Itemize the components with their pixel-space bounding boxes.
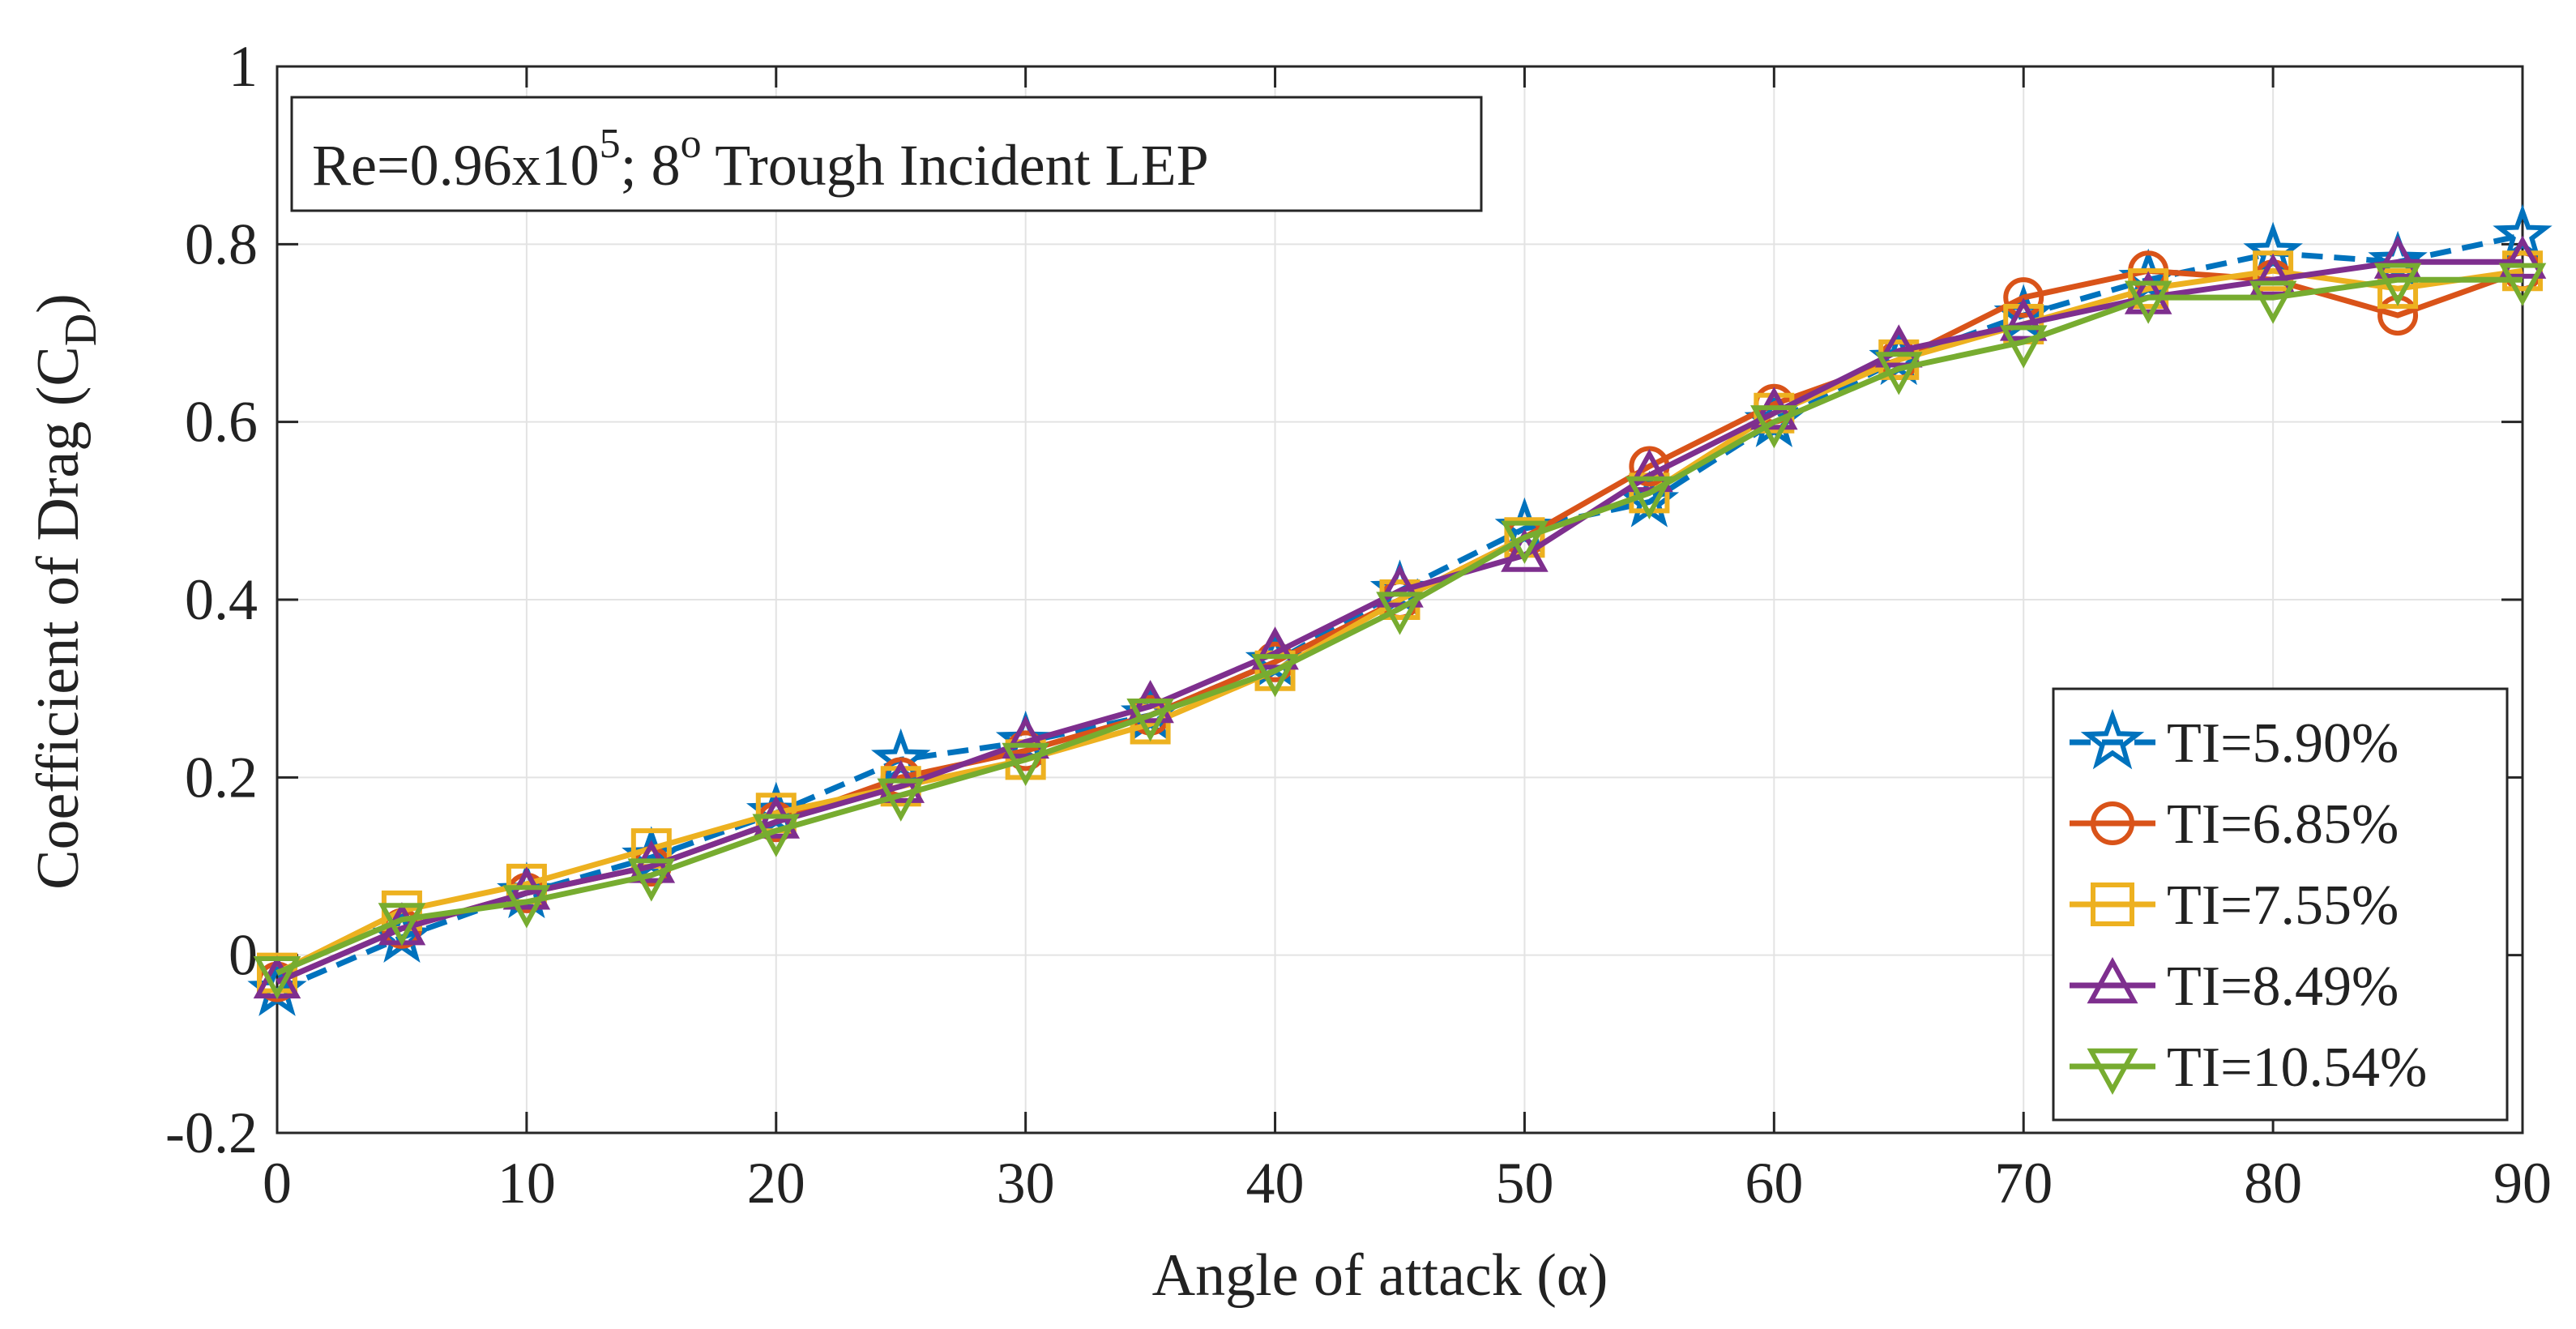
annotation-box: Re=0.96x105; 8o Trough Incident LEP bbox=[290, 96, 1483, 212]
legend-label: TI=5.90% bbox=[2167, 712, 2399, 775]
data-point bbox=[2498, 263, 2547, 306]
data-point bbox=[1251, 626, 1299, 670]
legend-swatch-marker bbox=[2091, 882, 2134, 926]
data-point bbox=[1376, 592, 1424, 635]
x-tick-label: 80 bbox=[2244, 1151, 2302, 1216]
data-point bbox=[2003, 277, 2044, 318]
legend-item: TI=8.49% bbox=[2070, 955, 2399, 1018]
annotation-middle: ; 8 bbox=[621, 133, 681, 198]
legend-label: TI=7.55% bbox=[2167, 874, 2399, 937]
data-point bbox=[2249, 280, 2297, 324]
data-point bbox=[1750, 405, 1798, 449]
data-point bbox=[253, 956, 301, 1000]
data-point bbox=[2249, 253, 2297, 297]
data-point bbox=[1376, 564, 1424, 608]
data-point bbox=[752, 814, 801, 857]
annotation-suffix: Trough Incident LEP bbox=[702, 133, 1209, 198]
data-point bbox=[1002, 742, 1049, 787]
legend-label: TI=8.49% bbox=[2167, 955, 2399, 1018]
data-point bbox=[2498, 235, 2547, 279]
data-point bbox=[2124, 280, 2172, 324]
series-line bbox=[276, 276, 2523, 976]
x-tick-label: 70 bbox=[1994, 1151, 2053, 1216]
data-point bbox=[381, 890, 422, 931]
legend-item: TI=5.90% bbox=[2070, 708, 2399, 775]
legend-swatch-marker bbox=[2087, 1048, 2138, 1096]
data-point bbox=[1999, 297, 2048, 341]
y-axis-title-subscript: D bbox=[56, 314, 106, 346]
y-axis-title: Coefficient of Drag (CD) bbox=[25, 293, 106, 890]
data-point bbox=[627, 858, 676, 902]
data-point bbox=[1002, 715, 1049, 759]
series-5 bbox=[253, 263, 2547, 1000]
y-axis-title-main: Coefficient of Drag (C bbox=[25, 346, 92, 890]
data-point bbox=[1625, 476, 1673, 520]
data-point bbox=[1999, 325, 2048, 369]
annotation-frame bbox=[290, 96, 1483, 212]
data-point bbox=[2373, 235, 2422, 279]
y-tick-label: 0.8 bbox=[185, 212, 258, 276]
data-point bbox=[1126, 698, 1174, 742]
data-point bbox=[1875, 324, 1923, 368]
data-point bbox=[1501, 520, 1549, 564]
x-tick-label: 40 bbox=[1246, 1151, 1305, 1216]
y-tick-label: 0 bbox=[229, 923, 258, 988]
x-tick-label: 0 bbox=[263, 1151, 292, 1216]
y-tick-label: 0.2 bbox=[185, 745, 258, 810]
y-tick-label: -0.2 bbox=[165, 1100, 258, 1165]
legend: TI=5.90% TI=6.85% TI=7.55% TI=8.49% TI=10.54… bbox=[2052, 687, 2509, 1122]
data-point bbox=[2373, 263, 2422, 306]
data-point bbox=[1875, 352, 1923, 395]
data-point bbox=[877, 778, 925, 822]
legend-item: TI=7.55% bbox=[2070, 874, 2399, 937]
y-tick-label: 0.4 bbox=[185, 567, 258, 632]
legend-swatch-marker bbox=[2080, 708, 2145, 770]
data-point bbox=[2377, 268, 2419, 310]
legend-swatch-marker bbox=[2087, 956, 2138, 1004]
x-tick-label: 60 bbox=[1745, 1151, 1803, 1216]
data-series bbox=[247, 203, 2553, 1016]
x-tick-label: 50 bbox=[1495, 1151, 1553, 1216]
annotation-text: Re=0.96x105; 8o Trough Incident LEP bbox=[312, 121, 1209, 198]
data-point bbox=[1251, 654, 1299, 698]
axis-ticks: 0 10 20 30 40 50 60 70 80 90-0.200.20.40.60.81 bbox=[165, 34, 2552, 1216]
data-point bbox=[1625, 448, 1673, 493]
x-tick-label: 10 bbox=[498, 1151, 556, 1216]
x-tick-label: 30 bbox=[997, 1151, 1055, 1216]
y-axis-title-suffix: ) bbox=[25, 293, 92, 314]
data-point bbox=[1504, 517, 1545, 558]
y-tick-label: 1 bbox=[229, 34, 258, 99]
legend-item: TI=6.85% bbox=[2070, 793, 2399, 856]
data-point bbox=[1501, 528, 1549, 572]
x-tick-label: 90 bbox=[2493, 1151, 2552, 1216]
legend-item: TI=10.54% bbox=[2070, 1036, 2427, 1099]
legend-swatch-marker bbox=[2091, 801, 2134, 845]
legend-label: TI=6.85% bbox=[2167, 793, 2399, 856]
y-tick-label: 0.6 bbox=[185, 390, 258, 455]
data-point bbox=[502, 885, 551, 929]
annotation-degree: o bbox=[681, 121, 702, 167]
annotation-prefix: Re=0.96x10 bbox=[312, 133, 600, 198]
legend-label: TI=10.54% bbox=[2167, 1036, 2427, 1099]
data-point bbox=[378, 903, 426, 947]
x-tick-label: 20 bbox=[747, 1151, 805, 1216]
data-point bbox=[2124, 271, 2172, 314]
annotation-exponent: 5 bbox=[600, 121, 621, 167]
x-axis-title: Angle of attack (α) bbox=[1152, 1242, 1608, 1309]
